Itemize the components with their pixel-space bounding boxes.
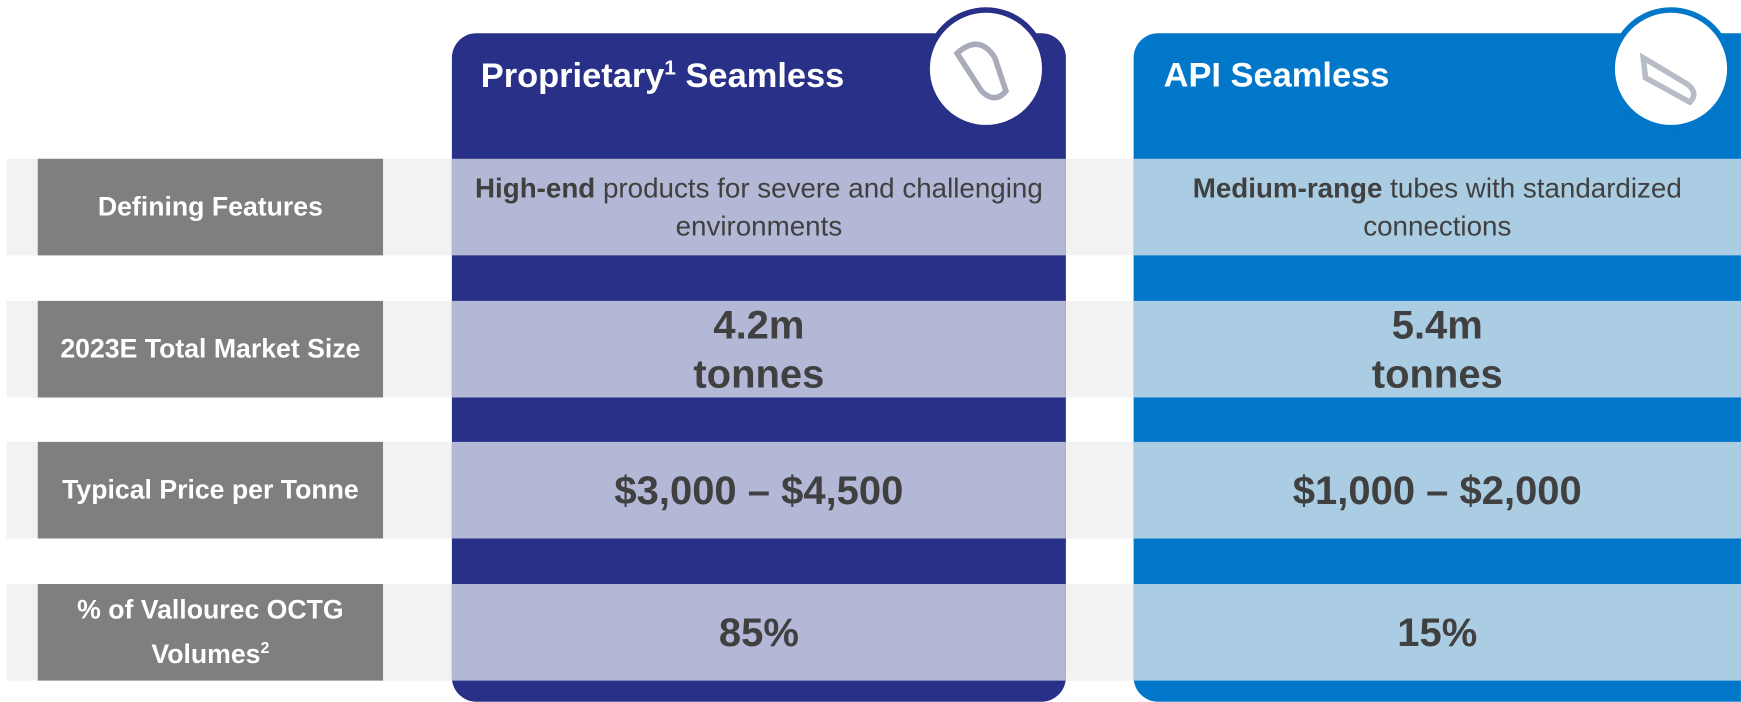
row-label: 2023E Total Market Size <box>37 300 384 398</box>
cell: 4.2m tonnes <box>451 300 1066 398</box>
cell-value: 85% <box>718 608 799 655</box>
label-text: 2023E Total Market Size <box>60 333 361 364</box>
cell: Medium-range tubes with standardized con… <box>1133 158 1741 256</box>
label-text: % of Vallourec OCTG Volumes <box>77 594 344 669</box>
cell-value: 5.4m <box>1391 301 1483 347</box>
column-title: Proprietary1 Seamless <box>481 56 845 96</box>
label-text: Typical Price per Tonne <box>62 474 359 505</box>
row-label-text: % of Vallourec OCTG Volumes2 <box>38 591 383 673</box>
cell: 85% <box>451 584 1066 681</box>
cell-text: High-end products for severe and challen… <box>452 169 1066 245</box>
row-label-text: Typical Price per Tonne <box>62 471 359 509</box>
cell-value: $1,000 – $2,000 <box>1292 466 1582 513</box>
title-text: Proprietary <box>480 55 665 95</box>
cell-value: 4.2m <box>713 301 805 347</box>
label-text: Defining Features <box>97 191 323 222</box>
cell-description: tubes with standardized connections <box>1363 172 1682 242</box>
title-text: Seamless <box>685 55 845 95</box>
footnote-mark: 2 <box>260 638 270 657</box>
cell-description: products for severe and challenging envi… <box>602 172 1043 242</box>
row-label: % of Vallourec OCTG Volumes2 <box>37 584 384 681</box>
cell-unit: tonnes <box>1371 350 1503 396</box>
cell-value: 15% <box>1397 608 1478 655</box>
row-label: Defining Features <box>37 158 384 256</box>
row-label-text: 2023E Total Market Size <box>60 330 360 368</box>
cell: $1,000 – $2,000 <box>1133 441 1741 539</box>
row-label: Typical Price per Tonne <box>37 441 384 539</box>
cell: $3,000 – $4,500 <box>451 441 1066 539</box>
cell: High-end products for severe and challen… <box>451 158 1066 256</box>
icon-pipe <box>1639 52 1697 106</box>
row-label-text: Defining Features <box>98 188 323 226</box>
column-title: API Seamless <box>1163 55 1390 95</box>
cell-text: Medium-range tubes with standardized con… <box>1134 169 1741 245</box>
cell-emphasis: High-end <box>475 172 596 204</box>
cell-emphasis: Medium-range <box>1192 172 1383 204</box>
icon-circle <box>1609 7 1733 131</box>
icon-circle <box>924 7 1048 131</box>
cell-unit: tonnes <box>693 350 825 396</box>
footnote-mark: 1 <box>664 55 676 79</box>
icon-pipe <box>953 41 1010 101</box>
cell: 15% <box>1133 584 1741 681</box>
cell-value: $3,000 – $4,500 <box>614 466 904 513</box>
cell: 5.4m tonnes <box>1133 300 1741 398</box>
